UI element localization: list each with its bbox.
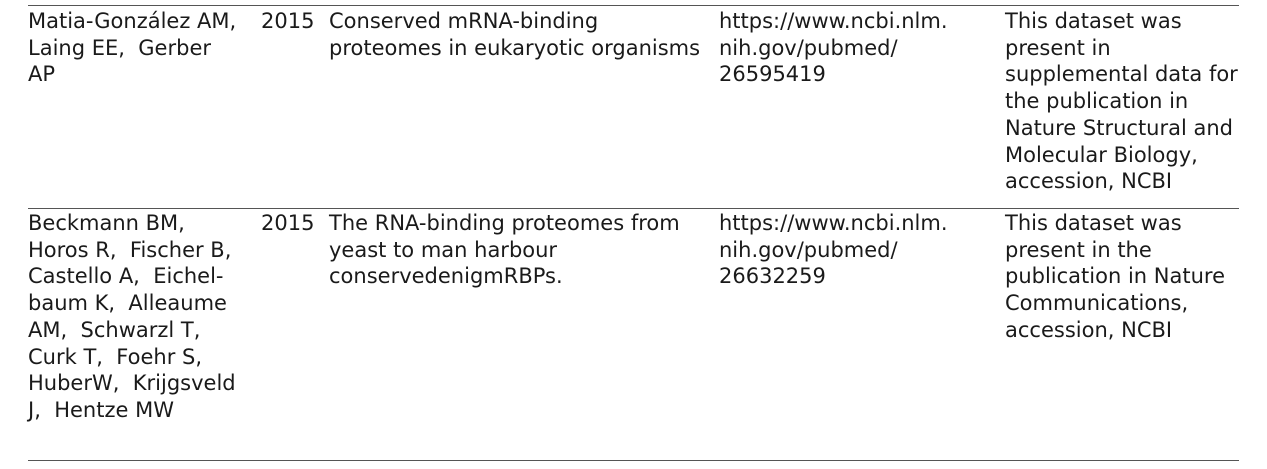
- note-cell: This dataset was present in the publicat…: [1005, 211, 1225, 342]
- note-cell: This dataset was present in supplemental…: [1005, 9, 1238, 194]
- row-divider: [28, 208, 1239, 209]
- year-cell: 2015: [261, 211, 315, 235]
- authors-cell: Matia-González AM, Laing EE, Gerber AP: [28, 9, 237, 87]
- url-link[interactable]: https://www.ncbi.nlm. nih.gov/pubmed/ 26…: [719, 211, 948, 289]
- table-bottom-rule: [28, 460, 1239, 461]
- authors-cell: Beckmann BM, Horos R, Fischer B, Castell…: [28, 211, 236, 422]
- title-cell: Conserved mRNA-binding proteomes in euka…: [329, 9, 701, 60]
- table-top-rule: [28, 5, 1239, 6]
- year-cell: 2015: [261, 9, 315, 33]
- url-link[interactable]: https://www.ncbi.nlm. nih.gov/pubmed/ 26…: [719, 9, 948, 87]
- title-cell: The RNA-binding proteomes from yeast to …: [329, 211, 680, 289]
